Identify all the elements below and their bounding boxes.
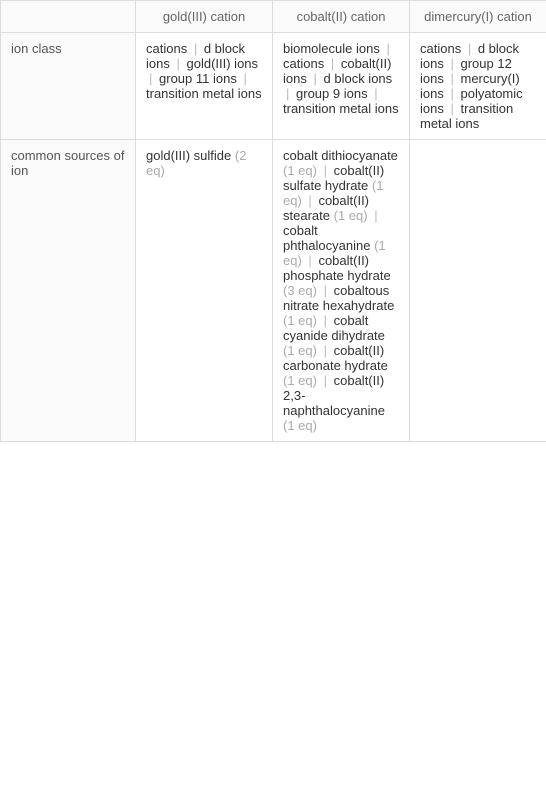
cell-item-text: cations xyxy=(283,56,324,71)
row-header-common-sources: common sources of ion xyxy=(1,140,136,442)
equivalents-label: (1 eq) xyxy=(283,418,317,433)
separator: | xyxy=(383,41,392,56)
cell-item-text: gold(III) ions xyxy=(187,56,259,71)
cell-item-text: cobalt dithiocyanate xyxy=(283,148,398,163)
cell-item-text: d block ions xyxy=(324,71,393,86)
ion-comparison-table: gold(III) cation cobalt(II) cation dimer… xyxy=(0,0,546,442)
separator: | xyxy=(310,71,319,86)
cell-item-text: cobalt phthalocyanine xyxy=(283,223,370,253)
separator: | xyxy=(321,313,330,328)
separator: | xyxy=(321,283,330,298)
separator: | xyxy=(371,86,380,101)
separator: | xyxy=(283,86,292,101)
cell-ion-class-cobalt: biomolecule ions | cations | cobalt(II) … xyxy=(273,33,410,140)
equivalents-label: (1 eq) xyxy=(283,373,317,388)
table-row: common sources of ion gold(III) sulfide … xyxy=(1,140,546,442)
cell-item-text: biomolecule ions xyxy=(283,41,380,56)
equivalents-label: (1 eq) xyxy=(283,163,317,178)
row-header-ion-class: ion class xyxy=(1,33,136,140)
separator: | xyxy=(146,71,155,86)
equivalents-label: (1 eq) xyxy=(283,343,317,358)
header-gold: gold(III) cation xyxy=(136,1,273,33)
separator: | xyxy=(447,56,456,71)
separator: | xyxy=(447,101,456,116)
separator: | xyxy=(240,71,249,86)
separator: | xyxy=(447,71,456,86)
cell-item-text: transition metal ions xyxy=(283,101,399,116)
cell-item-text: group 11 ions xyxy=(159,71,237,86)
separator: | xyxy=(465,41,474,56)
cell-sources-cobalt: cobalt dithiocyanate (1 eq) | cobalt(II)… xyxy=(273,140,410,442)
header-cobalt: cobalt(II) cation xyxy=(273,1,410,33)
separator: | xyxy=(305,193,314,208)
cell-item-text: group 9 ions xyxy=(296,86,368,101)
separator: | xyxy=(173,56,182,71)
cell-item-text: transition metal ions xyxy=(146,86,262,101)
equivalents-label: (3 eq) xyxy=(283,283,317,298)
cell-ion-class-gold: cations | d block ions | gold(III) ions … xyxy=(136,33,273,140)
separator: | xyxy=(321,163,330,178)
header-dimercury: dimercury(I) cation xyxy=(410,1,546,33)
separator: | xyxy=(447,86,456,101)
table-row: ion class cations | d block ions | gold(… xyxy=(1,33,546,140)
cell-sources-dimercury xyxy=(410,140,546,442)
header-empty xyxy=(1,1,136,33)
separator: | xyxy=(321,373,330,388)
cell-item-text: cations xyxy=(420,41,461,56)
separator: | xyxy=(305,253,314,268)
cell-item-text: gold(III) sulfide xyxy=(146,148,231,163)
cell-ion-class-dimercury: cations | d block ions | group 12 ions |… xyxy=(410,33,546,140)
separator: | xyxy=(191,41,200,56)
equivalents-label: (1 eq) xyxy=(334,208,368,223)
separator: | xyxy=(328,56,337,71)
cell-item-text: cations xyxy=(146,41,187,56)
equivalents-label: (1 eq) xyxy=(283,313,317,328)
separator: | xyxy=(371,208,380,223)
cell-sources-gold: gold(III) sulfide (2 eq) xyxy=(136,140,273,442)
separator: | xyxy=(321,343,330,358)
table-header-row: gold(III) cation cobalt(II) cation dimer… xyxy=(1,1,546,33)
